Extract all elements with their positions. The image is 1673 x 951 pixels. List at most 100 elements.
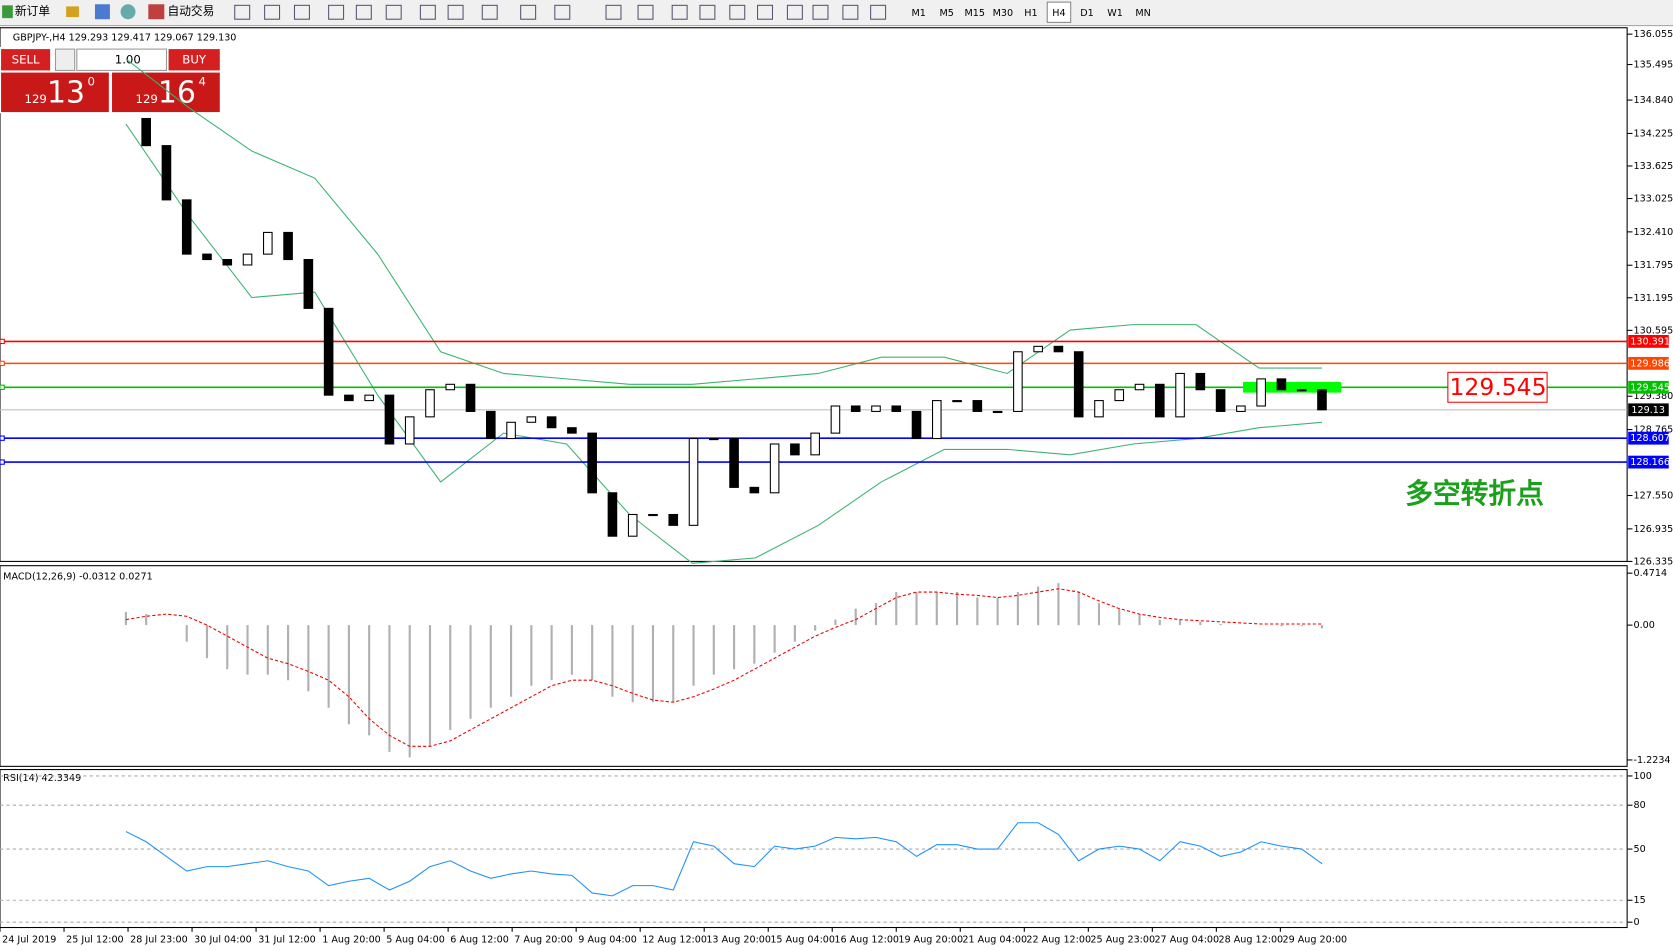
chart-header: GBPJPY-,H4 129.293 129.417 129.067 129.1…: [13, 32, 237, 43]
x-tick-label: 7 Aug 20:00: [514, 934, 573, 945]
highlight-label: 129.545: [1449, 373, 1546, 401]
candle: [202, 253, 212, 261]
sell-price-box[interactable]: [1, 72, 109, 113]
sell-price-prefix[interactable]: 129: [25, 92, 47, 106]
candle: [688, 438, 699, 526]
y-tick-label: 0.4714: [1634, 568, 1668, 579]
candle: [404, 416, 415, 445]
timeframe-button[interactable]: W1: [1107, 8, 1123, 19]
candle: [1317, 389, 1327, 411]
y-tick-label: 129.380: [1634, 391, 1673, 402]
tool-icon[interactable]: [419, 4, 436, 20]
y-tick-label: 126.335: [1634, 556, 1673, 567]
buy-price-box[interactable]: [112, 72, 220, 113]
tool-icon[interactable]: [812, 4, 829, 20]
tool-icon[interactable]: [699, 4, 716, 20]
auto-trade-icon[interactable]: [148, 4, 165, 20]
buy-price-prefix[interactable]: 129: [136, 92, 158, 106]
x-tick-label: 25 Aug 23:00: [1090, 934, 1155, 945]
candle: [425, 389, 435, 418]
y-tick-label: 131.195: [1634, 293, 1673, 304]
candle: [1154, 383, 1165, 418]
lots-input[interactable]: [76, 48, 167, 71]
tool-icon[interactable]: [234, 4, 251, 20]
sell-price-big[interactable]: 13: [47, 75, 85, 110]
y-tick-label: 126.935: [1634, 524, 1673, 535]
tool-icon[interactable]: [293, 4, 310, 20]
tool-icon[interactable]: [94, 4, 110, 20]
level-price-label: 128.166: [1630, 457, 1670, 468]
timeframe-button[interactable]: H4: [1052, 8, 1065, 19]
tool-icon[interactable]: [520, 4, 537, 20]
active-timeframe: [1046, 1, 1072, 23]
timeframe-button[interactable]: M30: [993, 8, 1013, 19]
y-tick-label: 131.795: [1634, 260, 1673, 271]
tool-icon[interactable]: [447, 4, 464, 20]
candle: [1175, 372, 1185, 418]
timeframe-button[interactable]: M5: [940, 8, 954, 19]
sell-button[interactable]: [1, 49, 51, 71]
highlight-label-box: [1447, 371, 1548, 403]
tool-icon[interactable]: [637, 4, 654, 20]
buy-price-sup[interactable]: 4: [198, 75, 205, 89]
candle: [749, 486, 760, 494]
buy-button[interactable]: [168, 49, 220, 71]
candle: [769, 443, 780, 494]
y-tick-label: 132.410: [1634, 227, 1673, 238]
x-tick-label: 15 Aug 04:00: [770, 934, 835, 945]
tool-icon[interactable]: [355, 4, 372, 20]
timeframe-button[interactable]: MN: [1135, 8, 1150, 19]
candle: [1256, 378, 1266, 407]
candle: [181, 199, 192, 255]
tool-icon[interactable]: [605, 4, 622, 20]
tool-icon[interactable]: [786, 4, 803, 20]
candle: [952, 400, 962, 403]
candle: [810, 432, 820, 456]
tool-icon[interactable]: [66, 6, 79, 18]
candle: [364, 394, 374, 402]
tool-icon[interactable]: [757, 4, 774, 20]
buy-price-big[interactable]: 16: [158, 75, 196, 110]
level-price-box: [1628, 455, 1669, 469]
auto-trade-button[interactable]: 自动交易: [168, 4, 215, 18]
new-order-button[interactable]: 新订单: [15, 4, 50, 18]
tool-icon[interactable]: [554, 4, 571, 20]
candle: [486, 410, 496, 440]
level-marker: [0, 435, 5, 441]
timeframe-button[interactable]: H1: [1024, 8, 1037, 19]
tool-icon[interactable]: [385, 4, 402, 20]
y-tick-label: 128.765: [1634, 425, 1673, 436]
sell-label[interactable]: SELL: [12, 52, 40, 66]
level-price-box: [1628, 356, 1669, 370]
new-order-icon[interactable]: [2, 5, 13, 19]
candle: [729, 438, 739, 488]
timeframe-button[interactable]: M15: [965, 8, 985, 19]
y-tick-label: 133.025: [1634, 194, 1673, 205]
candle: [587, 432, 597, 494]
tool-icon[interactable]: [870, 4, 887, 20]
x-tick-label: 12 Aug 12:00: [642, 934, 707, 945]
tool-icon[interactable]: [120, 4, 136, 20]
level-price-box: [1628, 431, 1669, 445]
tool-icon[interactable]: [328, 4, 345, 20]
tool-icon[interactable]: [264, 4, 281, 20]
tool-icon[interactable]: [671, 4, 688, 20]
candle: [931, 400, 942, 440]
candle: [1053, 345, 1064, 353]
timeframe-button[interactable]: M1: [911, 8, 925, 19]
candle: [1134, 383, 1145, 391]
lots-value[interactable]: 1.00: [115, 52, 141, 66]
candle: [891, 405, 902, 412]
buy-label[interactable]: BUY: [182, 52, 207, 66]
x-tick-label: 28 Jul 23:00: [130, 934, 188, 945]
sell-price-sup[interactable]: 0: [87, 75, 94, 89]
lots-dropdown[interactable]: [54, 48, 76, 71]
x-tick-label: 25 Jul 12:00: [66, 934, 124, 945]
candle: [1236, 405, 1246, 412]
candle: [607, 492, 618, 537]
tool-icon[interactable]: [729, 4, 746, 20]
tool-icon[interactable]: [481, 4, 498, 20]
tool-icon[interactable]: [842, 4, 859, 20]
timeframe-button[interactable]: D1: [1080, 8, 1093, 19]
y-tick-label: 130.595: [1634, 325, 1673, 336]
